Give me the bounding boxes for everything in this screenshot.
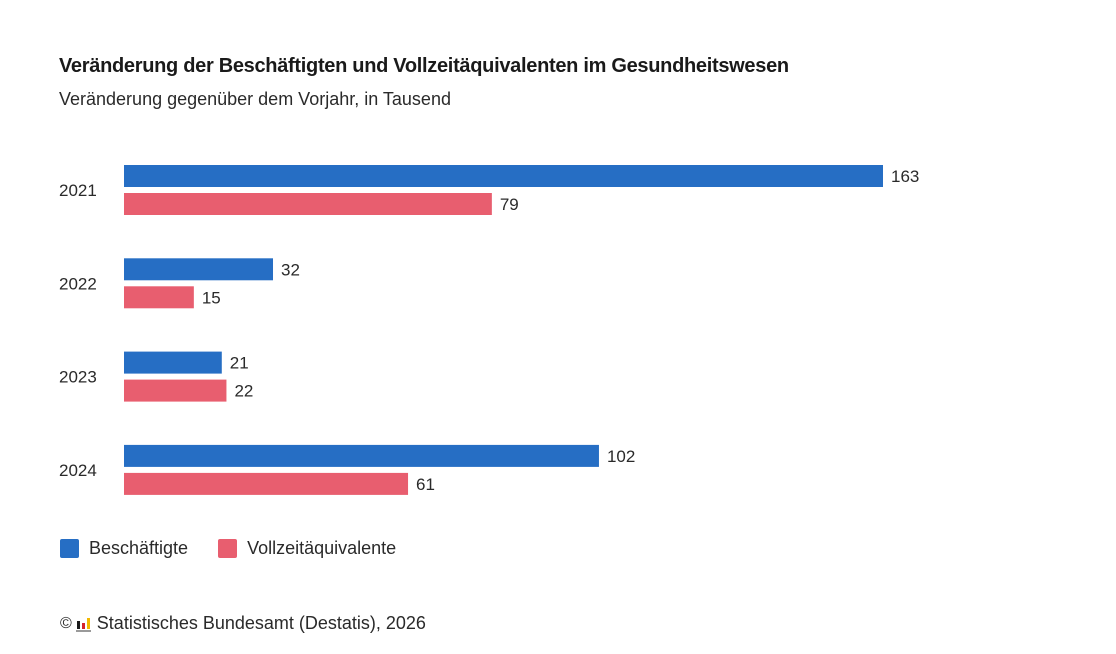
category-label-2022: 2022: [59, 274, 97, 293]
legend-item-beschaeftigte[interactable]: Beschäftigte: [60, 538, 188, 559]
value-label-vollzeitaequivalente-2023: 22: [234, 382, 253, 401]
value-label-vollzeitaequivalente-2024: 61: [416, 475, 435, 494]
bar-beschaeftigte-2022[interactable]: [124, 258, 274, 281]
bar-chart: 2021 163 79 2022 32 15 2023 21 22 2024 102 61: [59, 165, 919, 495]
bar-beschaeftigte-2023[interactable]: [124, 351, 222, 374]
legend-swatch-beschaeftigte: [60, 539, 79, 558]
copyright-icon: ©: [60, 614, 72, 632]
bar-vollzeitaequivalente-2021[interactable]: [124, 193, 492, 215]
category-label-2024: 2024: [59, 461, 97, 480]
bar-beschaeftigte-2021[interactable]: [124, 165, 883, 187]
category-label-2021: 2021: [59, 181, 97, 200]
legend: Beschäftigte Vollzeitäquivalente: [60, 538, 426, 559]
bar-beschaeftigte-2024[interactable]: [124, 444, 599, 467]
legend-swatch-vollzeitaequivalente: [218, 539, 238, 558]
legend-label-vollzeitaequivalente: Vollzeitäquivalente: [247, 538, 397, 558]
source-footer: © Statistisches Bundesamt (Destatis), 20…: [60, 613, 426, 634]
category-label-2023: 2023: [59, 368, 97, 387]
bar-vollzeitaequivalente-2023[interactable]: [124, 379, 227, 402]
value-label-beschaeftigte-2022: 32: [281, 260, 300, 279]
destatis-logo-icon: [75, 616, 91, 632]
source-text: Statistisches Bundesamt (Destatis), 2026: [96, 613, 426, 633]
legend-label-beschaeftigte: Beschäftigte: [89, 538, 189, 558]
value-label-vollzeitaequivalente-2021: 79: [500, 195, 519, 214]
value-label-beschaeftigte-2024: 102: [607, 447, 635, 466]
bar-vollzeitaequivalente-2022[interactable]: [124, 286, 194, 309]
chart-subtitle: Veränderung gegenüber dem Vorjahr, in Ta…: [59, 89, 451, 109]
bar-vollzeitaequivalente-2024[interactable]: [124, 472, 409, 495]
legend-item-vollzeitaequivalente[interactable]: Vollzeitäquivalente: [218, 538, 396, 559]
value-label-beschaeftigte-2023: 21: [230, 354, 249, 373]
bars-layer: 2021 163 79 2022 32 15 2023 21 22 2024 102 61: [59, 165, 919, 495]
chart-title: Veränderung der Beschäftigten und Vollze…: [59, 55, 789, 77]
value-label-vollzeitaequivalente-2022: 15: [202, 288, 221, 307]
value-label-beschaeftigte-2021: 163: [891, 167, 919, 186]
